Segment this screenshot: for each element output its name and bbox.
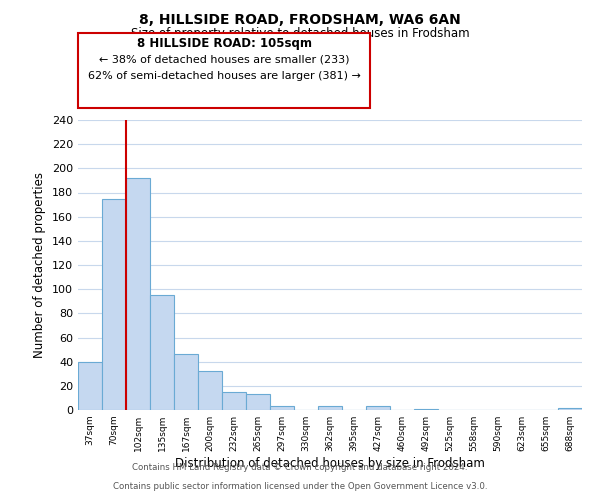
Text: Contains HM Land Registry data © Crown copyright and database right 2024.: Contains HM Land Registry data © Crown c… <box>132 464 468 472</box>
Bar <box>270 406 294 410</box>
Bar <box>366 406 390 410</box>
Text: 62% of semi-detached houses are larger (381) →: 62% of semi-detached houses are larger (… <box>88 72 361 82</box>
Bar <box>78 362 102 410</box>
Y-axis label: Number of detached properties: Number of detached properties <box>34 172 46 358</box>
Text: Size of property relative to detached houses in Frodsham: Size of property relative to detached ho… <box>131 28 469 40</box>
Bar <box>198 372 222 410</box>
Bar <box>414 409 438 410</box>
Bar <box>222 392 246 410</box>
Bar <box>174 354 198 410</box>
Bar <box>126 178 150 410</box>
Text: Contains public sector information licensed under the Open Government Licence v3: Contains public sector information licen… <box>113 482 487 491</box>
Bar <box>150 295 174 410</box>
Text: 8, HILLSIDE ROAD, FRODSHAM, WA6 6AN: 8, HILLSIDE ROAD, FRODSHAM, WA6 6AN <box>139 12 461 26</box>
Bar <box>102 198 126 410</box>
Bar <box>246 394 270 410</box>
Bar <box>558 408 582 410</box>
Bar <box>318 406 342 410</box>
Text: ← 38% of detached houses are smaller (233): ← 38% of detached houses are smaller (23… <box>99 55 349 65</box>
X-axis label: Distribution of detached houses by size in Frodsham: Distribution of detached houses by size … <box>175 457 485 470</box>
Text: 8 HILLSIDE ROAD: 105sqm: 8 HILLSIDE ROAD: 105sqm <box>137 38 311 51</box>
